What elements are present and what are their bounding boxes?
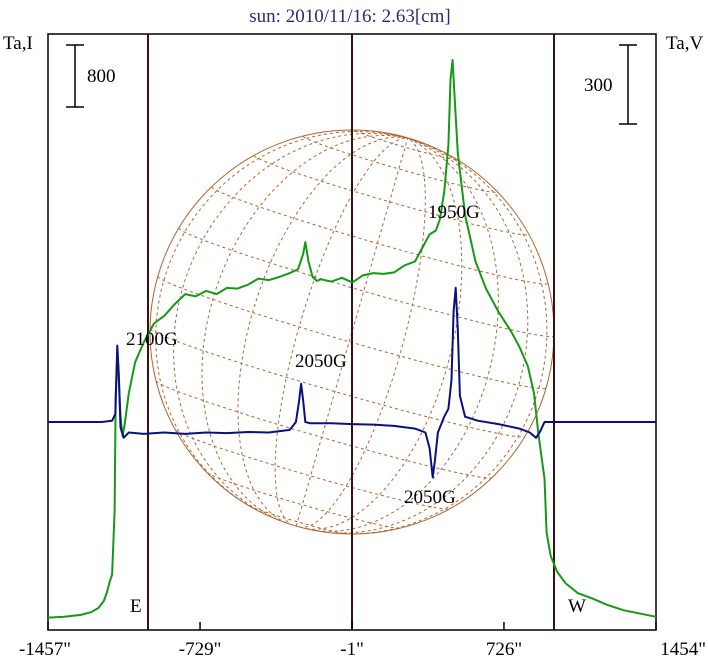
meridian-line (298, 137, 426, 528)
west-label: W (568, 596, 586, 617)
parallel-line (248, 505, 348, 534)
meridian-line (306, 137, 463, 530)
x-tick-label: -729" (179, 639, 222, 660)
x-axis-ticks: -1457" -729" -1" 726" 1454" (19, 622, 706, 660)
meridian-line (274, 137, 408, 526)
right-scale-bar (619, 44, 637, 125)
meridian-line (310, 137, 499, 532)
parallel-line (174, 429, 450, 510)
x-tick-label: -1" (340, 639, 364, 660)
east-label: E (130, 596, 142, 617)
meridian-line (336, 137, 548, 534)
meridian-line (172, 132, 408, 521)
chart-title: sun: 2010/11/16: 2.63[cm] (249, 6, 450, 27)
parallel-line (155, 380, 493, 479)
x-tick-label: 726" (486, 639, 522, 660)
left-scale-value: 800 (87, 66, 116, 87)
meridian-line (237, 136, 408, 524)
left-axis-label: Ta,I (3, 33, 33, 54)
annotation-1950g: 1950G (428, 202, 480, 223)
meridian-line (155, 130, 408, 512)
parallel-line (150, 328, 525, 438)
parallel-line (211, 186, 549, 285)
right-scale-value: 300 (584, 75, 613, 96)
annotation-2050g-center: 2050G (295, 351, 347, 372)
annotation-2050g-negative: 2050G (404, 487, 456, 508)
parallel-line (178, 227, 554, 337)
meridian-line (201, 134, 408, 522)
x-tick-label: 1454" (660, 639, 706, 660)
parallel-line (355, 130, 457, 160)
parallel-line (302, 136, 498, 193)
stokes-v-line (48, 286, 656, 479)
x-tick-label: -1457" (19, 639, 71, 660)
parallel-line (253, 155, 530, 236)
right-axis-label: Ta,V (666, 33, 703, 54)
heliographic-grid (150, 130, 554, 534)
meridian-line (295, 137, 409, 527)
left-scale-bar (66, 44, 84, 108)
annotation-2100g: 2100G (126, 329, 178, 350)
